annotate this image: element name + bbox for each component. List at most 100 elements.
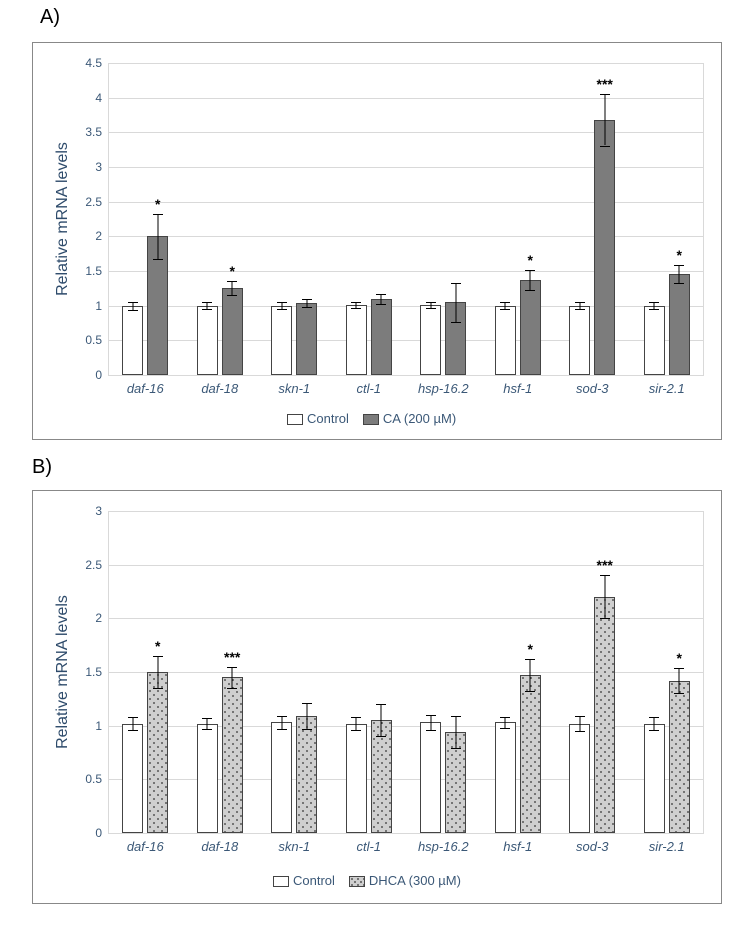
bar (197, 724, 218, 833)
error-bar (679, 668, 680, 694)
error-cap (302, 729, 312, 730)
x-category-label: daf-18 (201, 839, 238, 854)
x-category-label: skn-1 (278, 381, 310, 396)
error-cap (649, 730, 659, 731)
error-bar (306, 703, 307, 729)
error-cap (600, 618, 610, 619)
gridline (108, 511, 704, 512)
bar (420, 305, 441, 375)
error-bar (455, 283, 456, 322)
error-cap (451, 322, 461, 323)
error-cap (128, 302, 138, 303)
legend-item: Control (273, 873, 335, 888)
error-cap (674, 693, 684, 694)
gridline (108, 833, 704, 834)
error-cap (649, 309, 659, 310)
panel-b-legend: ControlDHCA (300 µM) (273, 873, 461, 888)
significance-marker: * (155, 638, 160, 654)
bar (594, 120, 615, 375)
error-bar (430, 302, 431, 309)
x-category-label: daf-16 (127, 839, 164, 854)
significance-marker: * (229, 263, 234, 279)
bar (197, 306, 218, 375)
legend-label: CA (200 µM) (383, 411, 456, 426)
error-bar (157, 656, 158, 688)
x-category-label: daf-18 (201, 381, 238, 396)
bar (644, 306, 665, 375)
gridline (108, 98, 704, 99)
bar (346, 724, 367, 833)
error-bar (157, 214, 158, 258)
bar (520, 280, 541, 375)
error-cap (451, 716, 461, 717)
ytick-label: 3 (95, 504, 102, 518)
ytick-label: 2 (95, 229, 102, 243)
error-cap (674, 265, 684, 266)
legend-swatch (349, 876, 365, 887)
ytick-label: 0.5 (85, 333, 102, 347)
plot-border-left (108, 511, 109, 833)
bar (644, 724, 665, 833)
ytick-label: 3.5 (85, 125, 102, 139)
error-cap (227, 688, 237, 689)
error-bar (679, 265, 680, 283)
error-bar (281, 716, 282, 729)
plot-border-right (703, 63, 704, 375)
bar (669, 681, 690, 833)
legend-label: Control (293, 873, 335, 888)
error-cap (600, 575, 610, 576)
x-category-label: hsp-16.2 (418, 839, 469, 854)
error-bar (207, 302, 208, 309)
significance-marker: * (527, 252, 532, 268)
error-cap (376, 704, 386, 705)
error-cap (277, 716, 287, 717)
error-cap (153, 259, 163, 260)
bar (420, 722, 441, 833)
ytick-label: 0 (95, 368, 102, 382)
error-cap (500, 728, 510, 729)
bar (569, 306, 590, 375)
error-cap (500, 717, 510, 718)
error-bar (381, 294, 382, 304)
legend-swatch (273, 876, 289, 887)
x-category-label: skn-1 (278, 839, 310, 854)
significance-marker: *** (597, 76, 613, 92)
error-cap (376, 304, 386, 305)
gridline (108, 565, 704, 566)
x-category-label: sir-2.1 (649, 381, 685, 396)
error-cap (351, 717, 361, 718)
ytick-label: 2 (95, 611, 102, 625)
error-bar (232, 667, 233, 688)
ytick-label: 1.5 (85, 665, 102, 679)
error-bar (232, 281, 233, 295)
error-cap (277, 302, 287, 303)
bar (271, 722, 292, 833)
panel-b-label: B) (32, 456, 52, 479)
ytick-label: 1 (95, 299, 102, 313)
bar (222, 677, 243, 833)
x-category-label: sod-3 (576, 381, 609, 396)
error-cap (600, 146, 610, 147)
bar (147, 672, 168, 833)
gridline (108, 375, 704, 376)
error-bar (654, 302, 655, 309)
error-cap (600, 94, 610, 95)
error-bar (381, 704, 382, 736)
panel-a-y-title: Relative mRNA levels (54, 142, 72, 296)
panel-a-box: 00.511.522.533.544.5daf-16daf-18skn-1ctl… (32, 42, 722, 440)
error-cap (277, 309, 287, 310)
error-bar (356, 302, 357, 309)
bar (296, 716, 317, 833)
error-cap (426, 730, 436, 731)
ytick-label: 0 (95, 826, 102, 840)
legend-label: Control (307, 411, 349, 426)
bar (296, 303, 317, 375)
bar (122, 306, 143, 375)
error-cap (426, 308, 436, 309)
error-cap (302, 703, 312, 704)
bar (594, 597, 615, 833)
significance-marker: *** (597, 557, 613, 573)
error-bar (530, 270, 531, 291)
significance-marker: * (155, 196, 160, 212)
legend-swatch (363, 414, 379, 425)
